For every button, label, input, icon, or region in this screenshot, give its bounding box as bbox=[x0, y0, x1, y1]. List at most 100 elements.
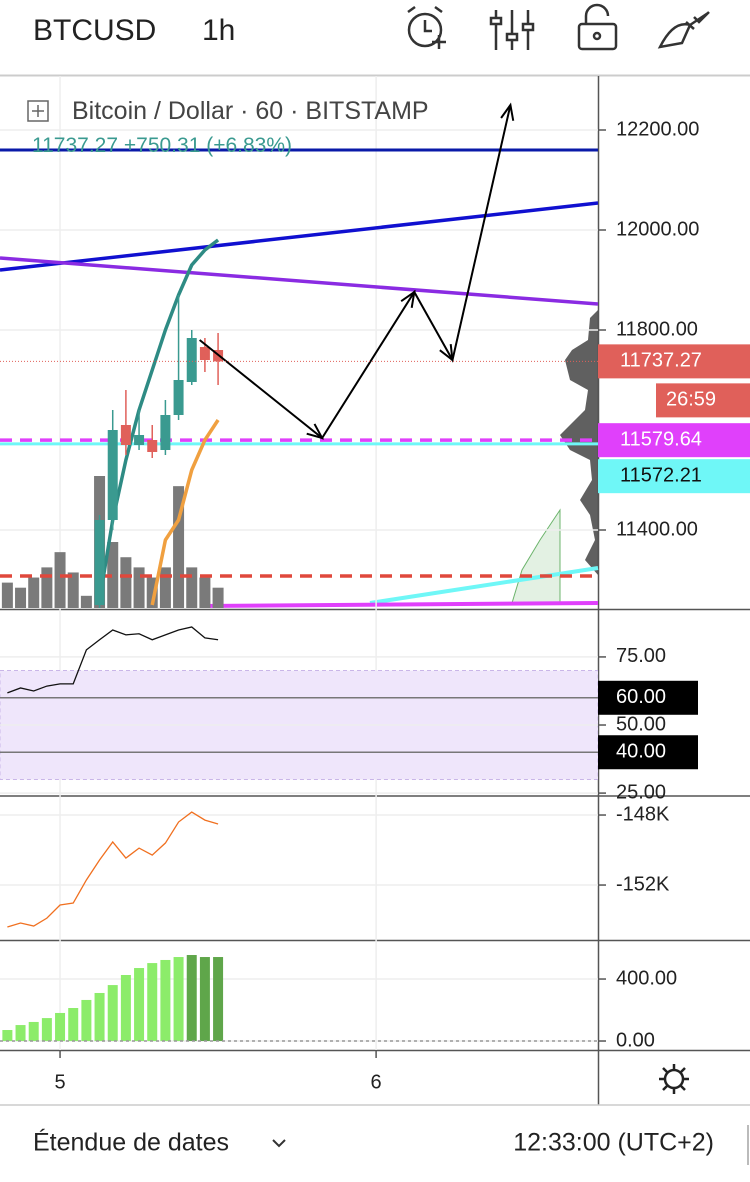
histogram-bar bbox=[68, 1008, 79, 1042]
separator: · bbox=[233, 97, 255, 125]
histogram-bar bbox=[94, 992, 105, 1042]
candle-body bbox=[186, 338, 197, 382]
separator: · bbox=[283, 97, 305, 125]
volume-bar bbox=[28, 577, 40, 608]
candle-body bbox=[134, 435, 145, 445]
histogram-bar bbox=[28, 1021, 39, 1042]
legend-values: 11737.27 +750.31 (+6.83%) bbox=[32, 134, 292, 157]
legend-exchange: BITSTAMP bbox=[305, 97, 428, 125]
volume-bar bbox=[107, 542, 119, 608]
histogram-bar bbox=[173, 957, 184, 1042]
y-tick-label: 11400.00 bbox=[616, 518, 698, 540]
candle-body bbox=[107, 430, 118, 520]
arrow-head bbox=[400, 289, 416, 308]
volume-bar bbox=[199, 577, 211, 608]
x-tick-label: 5 bbox=[54, 1071, 65, 1093]
level-label: 11579.64 bbox=[620, 428, 702, 450]
histogram-bar bbox=[107, 985, 118, 1042]
indicator-area bbox=[511, 508, 561, 604]
legend-close: 11737.27 bbox=[32, 134, 118, 157]
symbol[interactable]: BTCUSD bbox=[33, 14, 156, 47]
dropdown-caret[interactable] bbox=[272, 1139, 286, 1148]
trendline bbox=[0, 201, 598, 272]
candle-body bbox=[120, 425, 131, 445]
volume-bar bbox=[133, 567, 145, 608]
volume-bar bbox=[80, 595, 92, 608]
indicator-line bbox=[7, 811, 219, 928]
legend-toggle-icon bbox=[32, 105, 44, 117]
guide-label: 40.00 bbox=[616, 741, 666, 763]
volume-bar bbox=[212, 587, 224, 608]
histogram-bar bbox=[147, 963, 158, 1042]
histogram-bar bbox=[15, 1025, 26, 1042]
volume-bar bbox=[146, 577, 158, 608]
countdown-bg bbox=[656, 383, 750, 418]
alert-icon[interactable] bbox=[407, 5, 446, 49]
level-label: 11572.21 bbox=[620, 464, 702, 486]
candle-body bbox=[94, 520, 105, 605]
lock-icon[interactable] bbox=[577, 3, 618, 51]
y-tick-label: -152K bbox=[616, 873, 670, 895]
volume-bar bbox=[173, 486, 185, 608]
volume-bar bbox=[186, 567, 198, 608]
histogram-bar bbox=[2, 1030, 13, 1042]
arrow-head bbox=[500, 102, 515, 121]
y-tick-label: 12200.00 bbox=[616, 118, 699, 140]
legend-change-percent: (+6.83%) bbox=[206, 134, 292, 157]
date-range[interactable]: Étendue de dates bbox=[33, 1128, 229, 1157]
settings-icon[interactable] bbox=[489, 10, 535, 50]
y-tick-label: 400.00 bbox=[616, 967, 677, 989]
volume-bar bbox=[54, 552, 66, 608]
volume-bar bbox=[1, 582, 13, 608]
candle-body bbox=[147, 440, 158, 452]
y-tick-label: 75.00 bbox=[616, 645, 666, 667]
volume-bar bbox=[41, 567, 53, 608]
y-tick-label: 25.00 bbox=[616, 781, 666, 803]
volume-bar bbox=[15, 587, 27, 608]
legend-title: Bitcoin / Dollar · 60 · BITSTAMP bbox=[72, 97, 429, 125]
histogram-bar bbox=[160, 959, 171, 1042]
candle-body bbox=[199, 347, 210, 360]
price-label: 11737.27 bbox=[620, 350, 702, 372]
guide-label-bg bbox=[598, 735, 698, 770]
trendline bbox=[0, 256, 598, 306]
moving-average bbox=[150, 419, 220, 606]
legend-interval: 60 bbox=[255, 97, 283, 125]
toolbar bbox=[0, 0, 750, 75]
moving-average bbox=[97, 238, 220, 601]
y-tick-label: -148K bbox=[616, 803, 670, 825]
plot-area bbox=[0, 76, 598, 1050]
candle-body bbox=[160, 415, 171, 450]
guide-label: 60.00 bbox=[616, 686, 666, 708]
histogram-bar bbox=[55, 1012, 66, 1042]
draw-icon[interactable] bbox=[657, 11, 710, 49]
chart-settings[interactable] bbox=[659, 1064, 689, 1094]
legend-symbol: Bitcoin / Dollar bbox=[72, 97, 233, 125]
volume-bar bbox=[120, 557, 132, 608]
histogram-bar bbox=[81, 999, 92, 1042]
histogram-bar bbox=[41, 1018, 52, 1042]
level-label-bg bbox=[598, 423, 750, 458]
histogram-bar bbox=[186, 955, 197, 1042]
arrow-head bbox=[306, 423, 325, 440]
legend-toggle[interactable] bbox=[27, 100, 49, 122]
indicator-line bbox=[369, 566, 599, 605]
volume-bar bbox=[159, 567, 171, 608]
candle-body bbox=[173, 380, 184, 415]
y-tick-label: 50.00 bbox=[616, 713, 666, 735]
guide-label-bg bbox=[598, 680, 698, 715]
y-tick-label: 12000.00 bbox=[616, 218, 699, 240]
level-label-bg bbox=[598, 459, 750, 494]
interval[interactable]: 1h bbox=[202, 14, 235, 47]
y-tick-label: 0.00 bbox=[616, 1029, 655, 1051]
price-label-bg bbox=[598, 344, 750, 379]
histogram-bar bbox=[134, 968, 145, 1042]
legend-change: +750.31 bbox=[124, 134, 201, 157]
volume-bar bbox=[67, 572, 79, 608]
y-tick-label: 11800.00 bbox=[616, 318, 698, 340]
indicator-line bbox=[7, 626, 219, 694]
clock[interactable]: 12:33:00 (UTC+2) bbox=[513, 1129, 714, 1157]
histogram-bar bbox=[120, 975, 131, 1042]
countdown: 26:59 bbox=[666, 389, 716, 411]
